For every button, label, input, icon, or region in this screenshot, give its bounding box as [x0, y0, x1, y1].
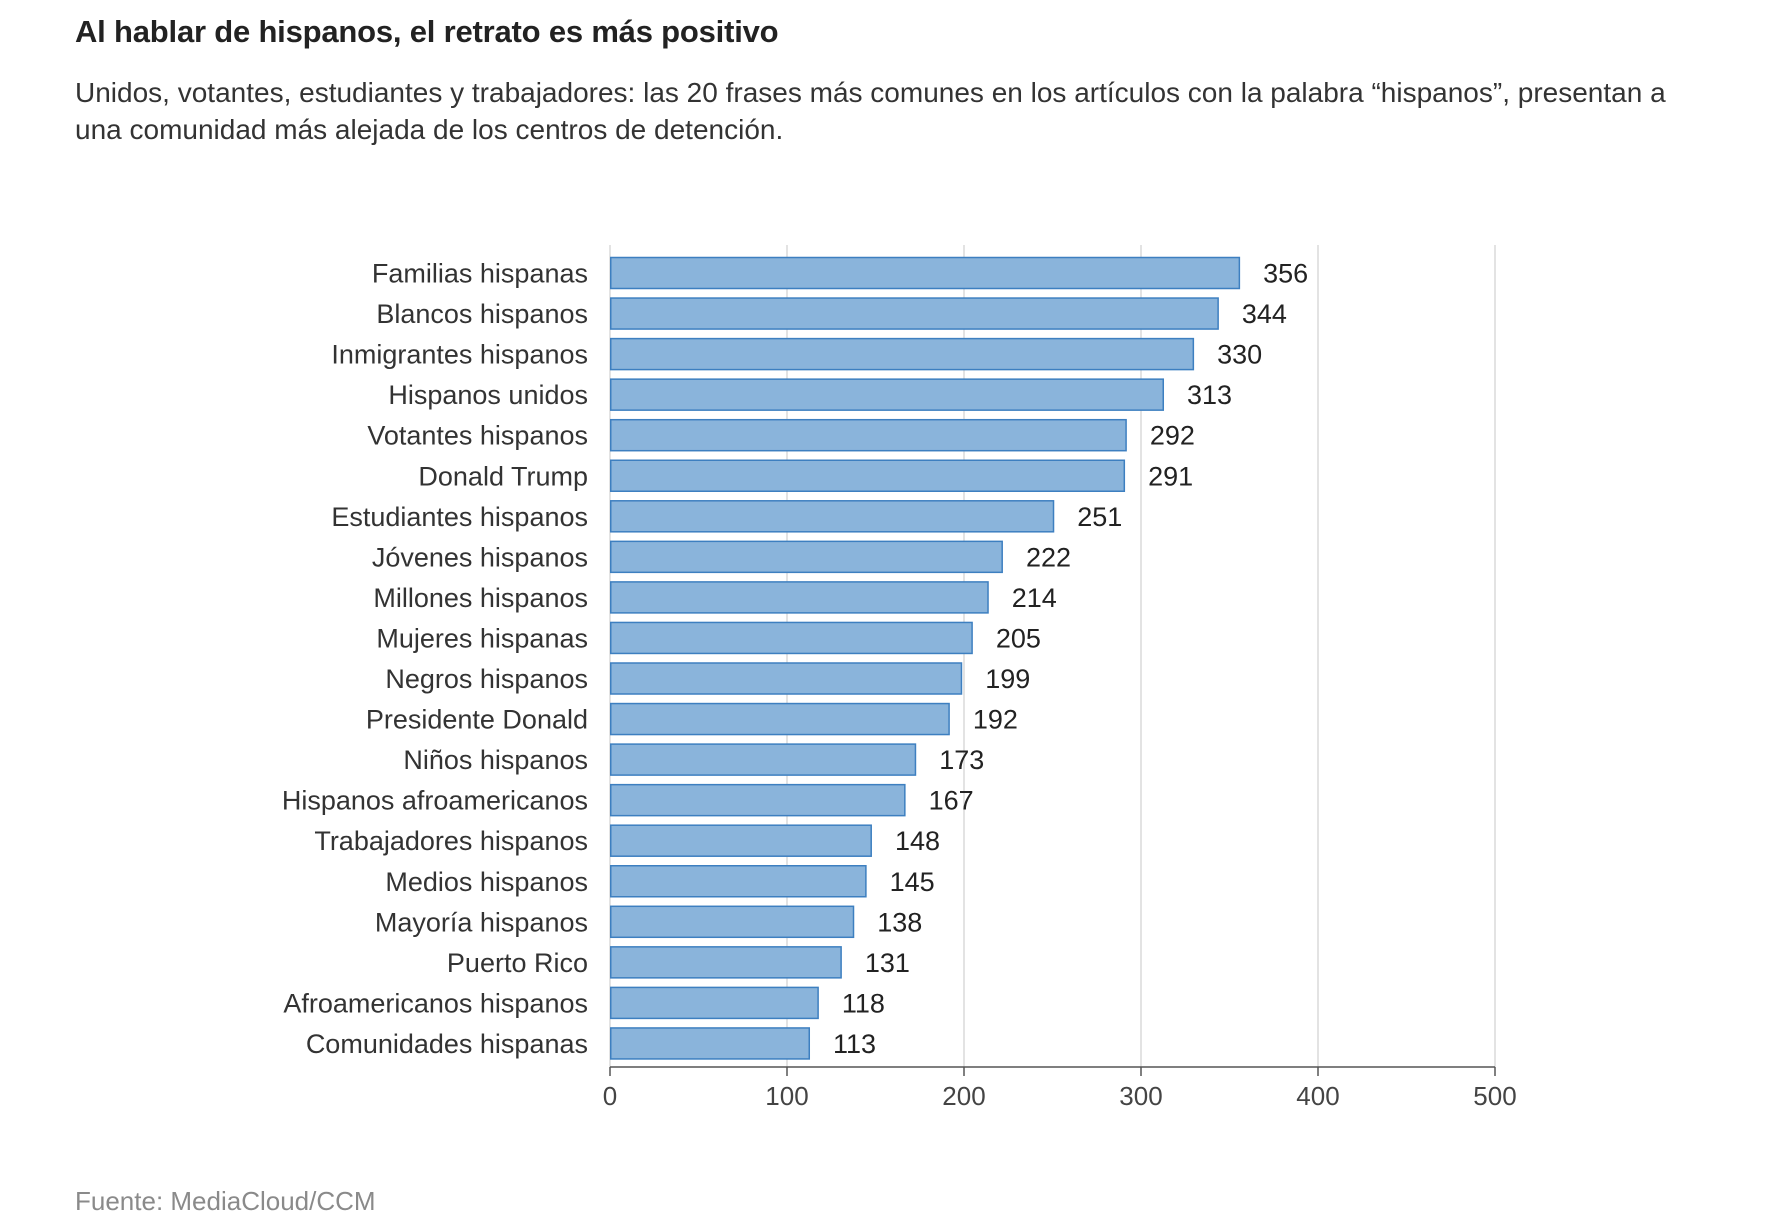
value-label: 131 — [865, 948, 910, 978]
category-label: Mayoría hispanos — [375, 907, 588, 937]
value-label: 173 — [939, 745, 984, 775]
bar-chart: 0 100 200 300 400 500 Familias hispanas Blanco… — [282, 245, 1517, 1111]
category-label: Puerto Rico — [447, 948, 588, 978]
x-tick-label: 0 — [603, 1081, 617, 1111]
value-label: 145 — [890, 867, 935, 897]
bar — [610, 297, 1219, 330]
category-label: Comunidades hispanas — [306, 1029, 588, 1059]
value-label: 192 — [973, 705, 1018, 735]
bar — [610, 783, 906, 817]
value-label: 330 — [1217, 340, 1262, 370]
x-tick-label: 500 — [1473, 1081, 1516, 1111]
category-label: Estudiantes hispanos — [331, 502, 588, 532]
value-label: 199 — [985, 664, 1030, 694]
bar — [610, 581, 989, 614]
value-label: 313 — [1187, 380, 1232, 410]
value-label: 138 — [877, 907, 922, 937]
category-label: Familias hispanas — [372, 259, 588, 289]
value-label: 356 — [1263, 259, 1308, 289]
bar — [610, 378, 1165, 411]
value-label: 222 — [1026, 542, 1071, 572]
category-label: Inmigrantes hispanos — [331, 340, 588, 370]
x-tick-label: 400 — [1296, 1081, 1339, 1111]
category-label: Trabajadores hispanos — [314, 826, 588, 856]
bar — [610, 418, 1127, 452]
bar — [610, 621, 973, 655]
value-label: 167 — [929, 786, 974, 816]
chart-area: 0 100 200 300 400 500 Familias hispanas Blanco… — [282, 245, 1517, 1111]
bar — [610, 824, 872, 857]
x-tick-label: 300 — [1119, 1081, 1162, 1111]
bar — [610, 1027, 811, 1060]
value-label: 291 — [1148, 461, 1193, 491]
bar — [610, 743, 917, 776]
category-label: Afroamericanos hispanos — [283, 988, 588, 1018]
category-label: Presidente Donald — [366, 705, 588, 735]
value-label: 344 — [1242, 299, 1287, 329]
value-label: 251 — [1077, 502, 1122, 532]
source-note: Fuente: MediaCloud/CCM — [75, 1186, 376, 1216]
x-axis: 0 100 200 300 400 500 — [603, 1066, 1517, 1111]
bar — [610, 540, 1003, 574]
bar — [610, 986, 819, 1020]
bar — [610, 702, 950, 736]
category-label: Millones hispanos — [373, 583, 588, 613]
category-label: Negros hispanos — [385, 664, 588, 694]
value-label: 148 — [895, 826, 940, 856]
bar — [610, 662, 963, 695]
value-label: 118 — [842, 988, 885, 1018]
x-tick-label: 100 — [765, 1081, 808, 1111]
value-label: 113 — [833, 1029, 876, 1059]
category-label: Votantes hispanos — [367, 421, 588, 451]
bar — [610, 946, 842, 979]
chart-subtitle: Unidos, votantes, estudiantes y trabajad… — [75, 77, 1666, 145]
category-label: Donald Trump — [418, 461, 588, 491]
bar — [610, 256, 1241, 290]
category-label: Medios hispanos — [385, 867, 588, 897]
value-label: 214 — [1012, 583, 1057, 613]
bars — [610, 256, 1241, 1060]
value-label: 292 — [1150, 421, 1195, 451]
category-labels: Familias hispanas Blancos hispanos Inmigra… — [282, 259, 588, 1059]
bar — [610, 865, 867, 898]
category-label: Hispanos unidos — [388, 380, 588, 410]
bar — [610, 905, 855, 939]
category-label: Mujeres hispanas — [376, 623, 588, 653]
category-label: Jóvenes hispanos — [372, 542, 588, 572]
chart-title: Al hablar de hispanos, el retrato es más… — [75, 14, 779, 49]
category-label: Blancos hispanos — [376, 299, 588, 329]
x-tick-label: 200 — [942, 1081, 985, 1111]
category-label: Niños hispanos — [403, 745, 588, 775]
bar — [610, 337, 1195, 371]
value-label: 205 — [996, 623, 1041, 653]
bar — [610, 500, 1055, 533]
category-label: Hispanos afroamericanos — [282, 786, 588, 816]
bar — [610, 459, 1126, 492]
